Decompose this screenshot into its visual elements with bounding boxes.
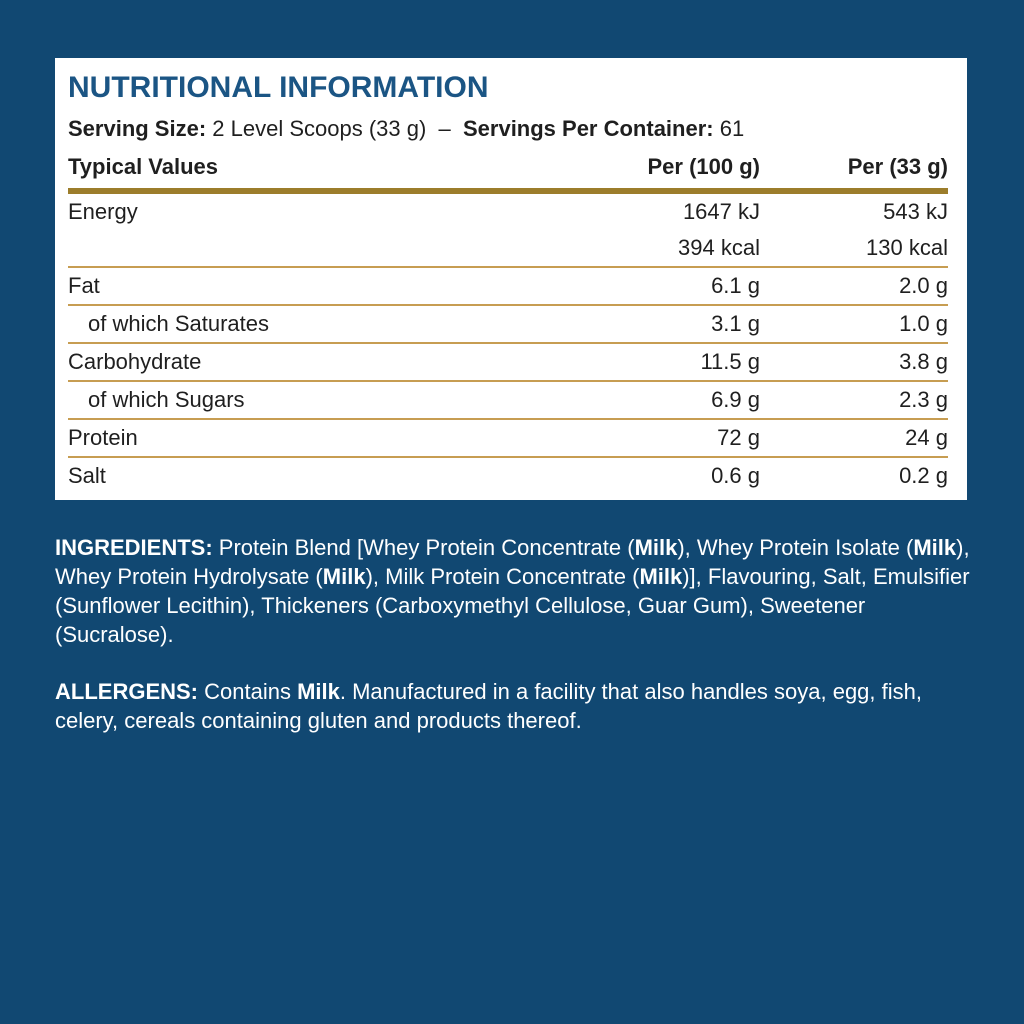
value-line: 3.8 g [899,349,948,374]
nutrient-value-per100-salt: 0.6 g [550,458,760,494]
value-line: 2.0 g [899,273,948,298]
text-segment: 61 [713,116,745,141]
nutrient-label-salt: Salt [68,463,106,488]
nutrient-value-per33-salt: 0.2 g [760,458,948,494]
nutrient-value-per33-sugars: 2.3 g [760,382,948,418]
nutrient-value-per33-protein: 24 g [760,420,948,456]
bold-text-segment: Milk [297,679,340,704]
nutrient-row-fat: Fat 6.1 g 2.0 g [68,268,948,306]
value-line: 543 kJ [883,199,948,224]
nutrient-label-fat: Fat [68,273,100,298]
value-line: 11.5 g [700,349,760,374]
nutrient-label-carbohydrate: Carbohydrate [68,349,202,374]
value-line: 2.3 g [899,387,948,412]
nutrient-row-energy: Energy 1647 kJ 394 kcal 543 kJ 130 kcal [68,194,948,268]
value-line: 0.6 g [711,463,760,488]
value-line: 130 kcal [866,235,948,260]
text-segment: ), Whey Protein Isolate ( [677,535,914,560]
value-line: 0.2 g [899,463,948,488]
value-line: 6.1 g [711,273,760,298]
nutrient-label-protein: Protein [68,425,138,450]
nutrient-value-per100-carbohydrate: 11.5 g [550,344,760,380]
column-header-per-33g: Per (33 g) [847,154,948,179]
nutrient-value-per33-carbohydrate: 3.8 g [760,344,948,380]
nutrient-label-sugars: of which Sugars [88,387,245,412]
nutrient-row-carbohydrate: Carbohydrate 11.5 g 3.8 g [68,344,948,382]
text-segment: . Manufactured in a facility that also h… [55,679,929,733]
nutrient-value-per100-energy: 1647 kJ 394 kcal [550,194,760,266]
allergens-text: ALLERGENS: Contains Milk. Manufactured i… [55,677,971,735]
panel-title: NUTRITIONAL INFORMATION [68,71,489,104]
bold-text-segment: Milk [639,564,683,589]
value-line: 6.9 g [711,387,760,412]
nutrition-table-body: Energy 1647 kJ 394 kcal 543 kJ 130 kcal Fat 6.… [68,194,948,494]
column-header-typical-values: Typical Values [68,154,219,179]
bold-text-segment: Servings Per Container: [462,116,714,141]
serving-info: Serving Size: 2 Level Scoops (33 g) – Se… [68,116,948,142]
nutrient-value-per33-energy: 543 kJ 130 kcal [760,194,948,266]
text-segment: 2 Level Scoops (33 g) – [206,116,463,141]
ingredients-text: INGREDIENTS: Protein Blend [Whey Protein… [55,533,971,649]
text-segment: ), Milk Protein Concentrate ( [365,564,640,589]
nutrient-label-energy: Energy [68,199,138,224]
text-segment: Contains [204,679,298,704]
value-line: 24 g [905,425,948,450]
bold-text-segment: Milk [634,535,678,560]
value-line: 1647 kJ [682,199,760,224]
nutrient-value-per33-fat: 2.0 g [760,268,948,304]
nutrient-row-salt: Salt 0.6 g 0.2 g [68,458,948,494]
nutrient-row-sugars: of which Sugars 6.9 g 2.3 g [68,382,948,420]
nutrient-row-protein: Protein 72 g 24 g [68,420,948,458]
value-line: 394 kcal [678,235,760,260]
nutrient-value-per33-saturates: 1.0 g [760,306,948,342]
text-segment: Protein Blend [Whey Protein Concentrate … [218,535,635,560]
nutrient-value-per100-fat: 6.1 g [550,268,760,304]
bold-text-segment: ALLERGENS: [55,679,205,704]
value-line: 3.1 g [711,311,760,336]
nutrient-row-saturates: of which Saturates 3.1 g 1.0 g [68,306,948,344]
text-segment: ), Whey Protein Hydrolysate ( [55,535,976,589]
bold-text-segment: Milk [322,564,366,589]
value-line: 1.0 g [899,311,948,336]
nutrient-value-per100-saturates: 3.1 g [550,306,760,342]
nutrient-value-per100-sugars: 6.9 g [550,382,760,418]
bold-text-segment: Milk [913,535,957,560]
column-header-per-100g: Per (100 g) [647,154,761,179]
table-header-row: Typical Values Per (100 g) Per (33 g) [68,154,948,194]
nutrient-value-per100-protein: 72 g [550,420,760,456]
bold-text-segment: INGREDIENTS: [55,535,219,560]
text-segment: )], Flavouring, Salt, Emulsifier (Sunflo… [55,564,976,647]
nutrition-panel: NUTRITIONAL INFORMATION Serving Size: 2 … [55,58,967,500]
bold-text-segment: Serving Size: [68,116,207,141]
value-line: 72 g [717,425,760,450]
nutrient-label-saturates: of which Saturates [88,311,269,336]
